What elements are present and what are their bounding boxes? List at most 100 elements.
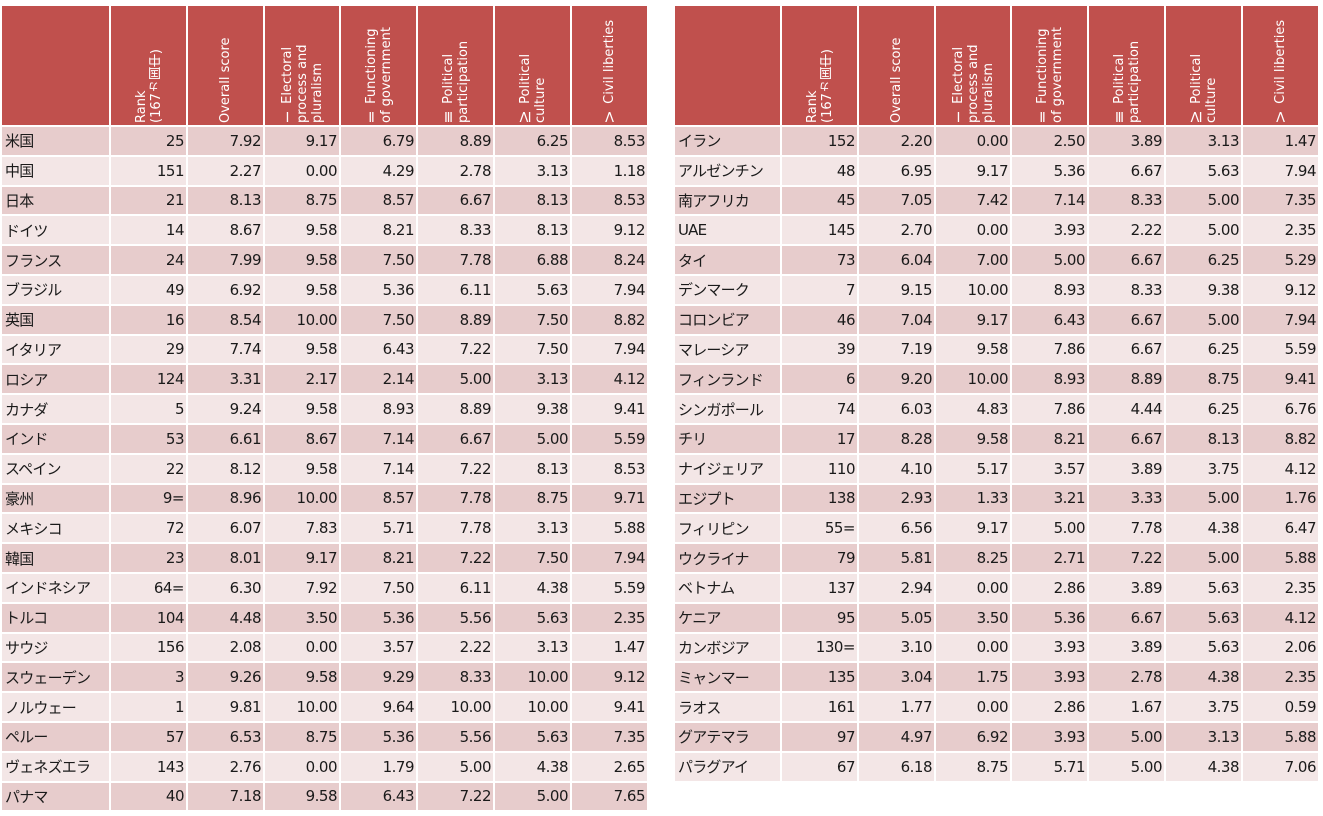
- cell-functioning-of-government: 7.14: [341, 454, 416, 483]
- cell-country: ブラジル: [2, 275, 109, 304]
- cell-electoral-process: 9.58: [265, 663, 339, 692]
- table-row: 英国 16 8.54 10.00 7.50 8.89 7.50 8.82: [2, 305, 647, 334]
- cell-civil-liberties: 5.88: [572, 514, 647, 543]
- cell-civil-liberties: 7.94: [572, 544, 647, 572]
- cell-civil-liberties: 2.35: [572, 603, 647, 632]
- cell-political-participation: 3.89: [1089, 454, 1164, 483]
- cell-country: インド: [2, 424, 109, 453]
- cell-political-culture: 3.13: [495, 156, 570, 185]
- cell-electoral-process: 9.58: [265, 454, 339, 483]
- cell-civil-liberties: 4.12: [572, 365, 647, 394]
- cell-country: フィンランド: [675, 365, 780, 394]
- cell-overall-score: 5.05: [859, 603, 934, 632]
- cell-political-participation: 8.89: [418, 305, 493, 334]
- cell-civil-liberties: 9.41: [572, 693, 647, 721]
- cell-political-participation: 1.67: [1089, 693, 1164, 721]
- cell-rank: 48: [782, 156, 857, 185]
- table-row: ロシア 124 3.31 2.17 2.14 5.00 3.13 4.12: [2, 365, 647, 394]
- cell-electoral-process: 9.17: [936, 156, 1010, 185]
- cell-functioning-of-government: 6.43: [341, 782, 416, 811]
- cell-political-participation: 4.44: [1089, 395, 1164, 423]
- cell-political-culture: 4.38: [495, 752, 570, 781]
- table-row: コロンビア 46 7.04 9.17 6.43 6.67 5.00 7.94: [675, 305, 1318, 334]
- cell-electoral-process: 0.00: [265, 752, 339, 781]
- cell-political-participation: 5.56: [418, 603, 493, 632]
- cell-functioning-of-government: 5.36: [1012, 603, 1087, 632]
- cell-functioning-of-government: 7.14: [341, 424, 416, 453]
- header-political-participation-label: Ⅲ Political participation: [1111, 40, 1142, 123]
- cell-country: チリ: [675, 424, 780, 453]
- table-row: イラン 152 2.20 0.00 2.50 3.89 3.13 1.47: [675, 127, 1318, 155]
- cell-rank: 9=: [111, 484, 186, 513]
- cell-rank: 29: [111, 335, 186, 364]
- table-row: 中国 151 2.27 0.00 4.29 2.78 3.13 1.18: [2, 156, 647, 185]
- table-row: イタリア 29 7.74 9.58 6.43 7.22 7.50 7.94: [2, 335, 647, 364]
- header-row: Rank (167ヵ国中) Overall score Ⅰ Electoral pr…: [675, 6, 1318, 125]
- cell-overall-score: 6.61: [188, 424, 263, 453]
- cell-country: スペイン: [2, 454, 109, 483]
- table-row: 豪州 9= 8.96 10.00 8.57 7.78 8.75 9.71: [2, 484, 647, 513]
- cell-country: カナダ: [2, 395, 109, 423]
- header-rank: Rank (167ヵ国中): [782, 6, 857, 125]
- cell-overall-score: 9.26: [188, 663, 263, 692]
- cell-rank: 95: [782, 603, 857, 632]
- cell-political-culture: 7.50: [495, 305, 570, 334]
- cell-civil-liberties: 2.35: [1243, 216, 1318, 245]
- cell-functioning-of-government: 2.50: [1012, 127, 1087, 155]
- cell-overall-score: 2.70: [859, 216, 934, 245]
- cell-functioning-of-government: 8.21: [341, 544, 416, 572]
- table-header: Rank (167ヵ国中) Overall score Ⅰ Electoral pr…: [675, 6, 1318, 125]
- cell-electoral-process: 9.17: [265, 544, 339, 572]
- table-row: ブラジル 49 6.92 9.58 5.36 6.11 5.63 7.94: [2, 275, 647, 304]
- cell-political-culture: 5.63: [1166, 573, 1241, 602]
- table-row: スウェーデン 3 9.26 9.58 9.29 8.33 10.00 9.12: [2, 663, 647, 692]
- table-row: スペイン 22 8.12 9.58 7.14 7.22 8.13 8.53: [2, 454, 647, 483]
- cell-civil-liberties: 5.59: [1243, 335, 1318, 364]
- cell-political-culture: 9.38: [1166, 275, 1241, 304]
- cell-political-culture: 8.75: [1166, 365, 1241, 394]
- cell-overall-score: 6.07: [188, 514, 263, 543]
- table-row: サウジ 156 2.08 0.00 3.57 2.22 3.13 1.47: [2, 633, 647, 662]
- cell-country: トルコ: [2, 603, 109, 632]
- cell-civil-liberties: 9.12: [572, 216, 647, 245]
- cell-country: ロシア: [2, 365, 109, 394]
- cell-electoral-process: 0.00: [936, 216, 1010, 245]
- cell-functioning-of-government: 3.93: [1012, 633, 1087, 662]
- cell-overall-score: 3.31: [188, 365, 263, 394]
- cell-civil-liberties: 9.41: [572, 395, 647, 423]
- cell-functioning-of-government: 8.57: [341, 484, 416, 513]
- cell-civil-liberties: 7.06: [1243, 752, 1318, 781]
- cell-electoral-process: 9.17: [936, 305, 1010, 334]
- cell-civil-liberties: 6.76: [1243, 395, 1318, 423]
- cell-country: エジプト: [675, 484, 780, 513]
- cell-overall-score: 1.77: [859, 693, 934, 721]
- cell-country: 中国: [2, 156, 109, 185]
- cell-political-participation: 6.67: [1089, 603, 1164, 632]
- cell-political-culture: 8.13: [1166, 424, 1241, 453]
- cell-rank: 64=: [111, 573, 186, 602]
- cell-political-culture: 5.63: [1166, 633, 1241, 662]
- table-row: フランス 24 7.99 9.58 7.50 7.78 6.88 8.24: [2, 246, 647, 274]
- header-rank: Rank (167ヵ国中): [111, 6, 186, 125]
- header-political-culture-label: Ⅳ Political culture: [1188, 53, 1219, 123]
- cell-political-culture: 3.13: [1166, 127, 1241, 155]
- cell-country: ナイジェリア: [675, 454, 780, 483]
- cell-civil-liberties: 8.53: [572, 454, 647, 483]
- cell-civil-liberties: 7.94: [572, 335, 647, 364]
- cell-functioning-of-government: 5.00: [1012, 514, 1087, 543]
- cell-political-culture: 6.25: [495, 127, 570, 155]
- cell-country: ペルー: [2, 722, 109, 751]
- cell-overall-score: 8.54: [188, 305, 263, 334]
- cell-civil-liberties: 8.82: [572, 305, 647, 334]
- cell-political-culture: 5.00: [1166, 305, 1241, 334]
- cell-electoral-process: 9.58: [265, 395, 339, 423]
- cell-country: 韓国: [2, 544, 109, 572]
- table-row: ナイジェリア 110 4.10 5.17 3.57 3.89 3.75 4.12: [675, 454, 1318, 483]
- header-political-culture: Ⅳ Political culture: [495, 6, 570, 125]
- cell-functioning-of-government: 7.50: [341, 573, 416, 602]
- cell-political-culture: 5.00: [1166, 216, 1241, 245]
- cell-electoral-process: 7.42: [936, 186, 1010, 215]
- cell-overall-score: 2.94: [859, 573, 934, 602]
- cell-civil-liberties: 5.29: [1243, 246, 1318, 274]
- cell-rank: 161: [782, 693, 857, 721]
